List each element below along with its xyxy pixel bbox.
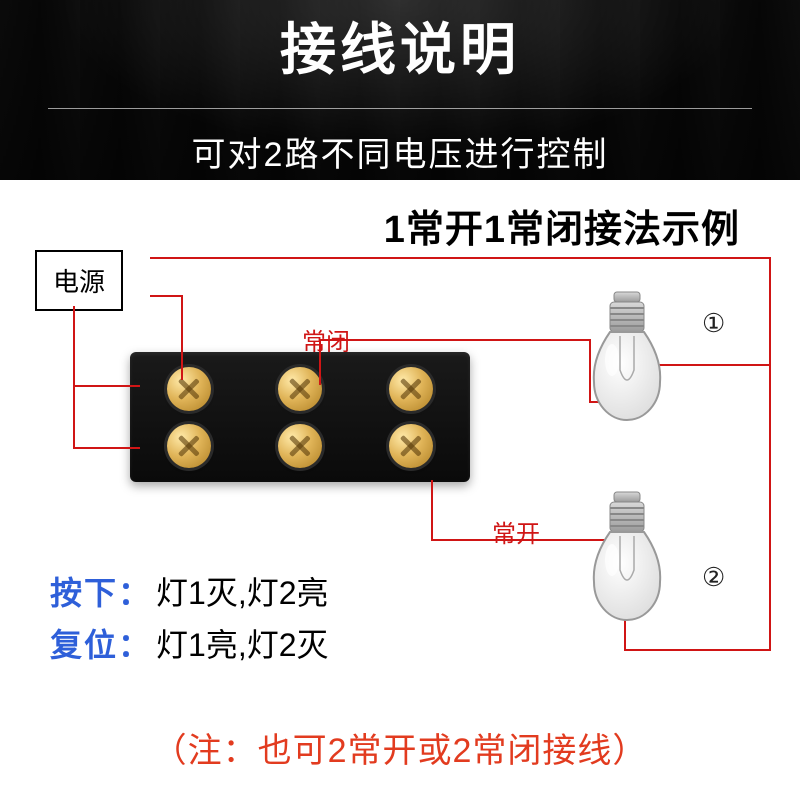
example-title: 1常开1常闭接法示例 [384, 198, 740, 253]
state-reset-label: 复位： [50, 620, 152, 666]
no-label: 常开 [492, 514, 540, 549]
state-reset: 复位： 灯1亮,灯2灭 [50, 620, 329, 666]
bulb-2 [582, 490, 672, 630]
state-pressed-label: 按下： [50, 568, 152, 614]
screw-r1-c2 [278, 367, 322, 411]
screw-r1-c1 [167, 367, 211, 411]
power-source-box: 电源 [35, 250, 123, 311]
wiring-diagram: 1常开1常闭接法示例 电源 常闭 常开 [0, 180, 800, 800]
header-banner: 接线说明 可对2路不同电压进行控制 [0, 0, 800, 180]
state-pressed-value: 灯1灭,灯2亮 [156, 568, 329, 614]
terminal-block [130, 352, 470, 482]
bulb-1-number: ① [702, 308, 725, 339]
bulb-2-number: ② [702, 562, 725, 593]
screw-r2-c2 [278, 424, 322, 468]
main-title: 接线说明 [280, 5, 520, 86]
screw-r1-c3 [389, 367, 433, 411]
footnote: （注：也可2常开或2常闭接线） [0, 723, 800, 772]
subtitle: 可对2路不同电压进行控制 [48, 108, 752, 176]
screw-r2-c3 [389, 424, 433, 468]
state-reset-value: 灯1亮,灯2灭 [156, 620, 329, 666]
bulb-1 [582, 290, 672, 430]
state-pressed: 按下： 灯1灭,灯2亮 [50, 568, 329, 614]
screw-r2-c1 [167, 424, 211, 468]
